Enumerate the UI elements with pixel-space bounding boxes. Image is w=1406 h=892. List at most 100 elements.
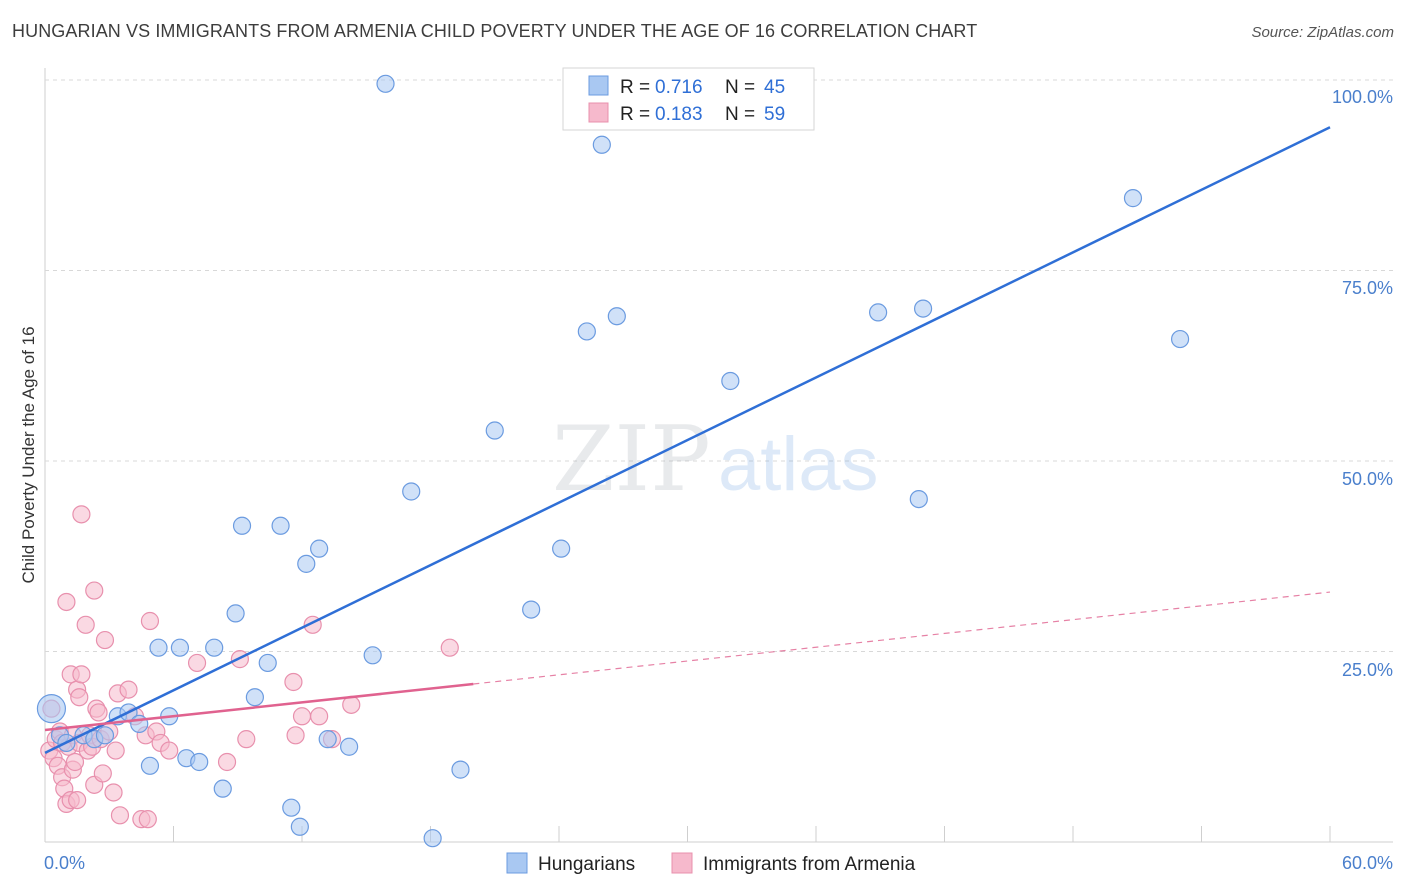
hungarians-point bbox=[1123, 189, 1143, 208]
hungarians-point bbox=[271, 516, 290, 535]
y-tick-100: 100.0% bbox=[1332, 87, 1393, 107]
hungarians-point bbox=[140, 756, 160, 775]
legend-r-value-1: 0.716 bbox=[655, 77, 703, 98]
legend-n-label-1: N = bbox=[725, 77, 755, 98]
armenia-point bbox=[138, 810, 157, 829]
armenia-point bbox=[237, 730, 256, 749]
hungarians-point bbox=[149, 638, 168, 657]
hungarians-point bbox=[485, 421, 504, 440]
hungarians-point bbox=[913, 299, 933, 318]
hungarians-point bbox=[310, 539, 329, 558]
series-armenia-points bbox=[40, 505, 459, 829]
hungarians-point bbox=[577, 322, 596, 341]
trend-lines bbox=[44, 126, 1331, 754]
armenia-point bbox=[70, 688, 89, 707]
hungarians-point bbox=[258, 653, 277, 673]
hungarians-point bbox=[205, 638, 224, 657]
gridlines bbox=[45, 79, 1393, 652]
hungarians-point bbox=[95, 726, 115, 745]
bottom-legend-armenia: Immigrants from Armenia bbox=[703, 854, 916, 875]
hungarians-point bbox=[318, 730, 337, 749]
legend-n-value-1: 45 bbox=[764, 77, 785, 98]
x-minor-ticks bbox=[173, 826, 1331, 842]
hungarians-point bbox=[869, 303, 888, 322]
legend-r-label-2: R = bbox=[620, 104, 650, 125]
hungarians-point bbox=[130, 714, 149, 733]
hungarians-point bbox=[340, 737, 359, 756]
bottom-legend-hungarians: Hungarians bbox=[538, 854, 635, 875]
hungarians-point bbox=[402, 482, 421, 501]
hungarians-point bbox=[226, 604, 245, 623]
bottom-legend-swatch-armenia bbox=[671, 852, 693, 874]
y-tick-50: 50.0% bbox=[1342, 469, 1393, 489]
hungarians-point bbox=[282, 798, 301, 817]
armenia-point bbox=[440, 638, 459, 657]
hungarians-point bbox=[297, 554, 316, 573]
hungarians-point bbox=[170, 638, 190, 657]
series-hungarians-points bbox=[36, 74, 1190, 848]
hungarians-point bbox=[363, 646, 382, 665]
armenia-trend-line-solid bbox=[44, 682, 474, 732]
armenia-point bbox=[65, 752, 85, 772]
armenia-point bbox=[292, 707, 312, 726]
armenia-point bbox=[95, 630, 115, 650]
hungarians-point bbox=[592, 135, 611, 154]
hungarians-point bbox=[1170, 329, 1190, 349]
x-tick-60: 60.0% bbox=[1342, 853, 1393, 873]
series-legend: Hungarians Immigrants from Armenia bbox=[506, 852, 916, 875]
legend-swatch-hungarians bbox=[588, 75, 609, 96]
x-tick-0: 0.0% bbox=[44, 853, 85, 873]
hungarians-point bbox=[376, 74, 395, 93]
watermark: ZIP atlas bbox=[552, 407, 879, 512]
legend-r-value-2: 0.183 bbox=[655, 104, 703, 125]
legend-swatch-armenia bbox=[588, 102, 609, 123]
source-label: Source: ZipAtlas.com bbox=[1251, 24, 1394, 41]
hungarians-point bbox=[522, 600, 541, 619]
y-axis-label: Child Poverty Under the Age of 16 bbox=[19, 326, 38, 583]
armenia-point bbox=[89, 703, 108, 722]
armenia-point bbox=[76, 615, 95, 634]
hungarians-point bbox=[721, 371, 740, 391]
armenia-point bbox=[140, 611, 160, 631]
hungarians-point bbox=[607, 307, 626, 326]
armenia-point bbox=[160, 741, 179, 760]
armenia-point bbox=[85, 581, 104, 600]
hungarians-point bbox=[451, 760, 470, 779]
armenia-point bbox=[57, 592, 76, 612]
hungarians-point bbox=[245, 688, 264, 707]
y-tick-25: 25.0% bbox=[1342, 660, 1393, 680]
hungarians-point bbox=[190, 752, 209, 772]
watermark-atlas: atlas bbox=[718, 422, 879, 507]
legend-n-label-2: N = bbox=[725, 104, 755, 125]
hungarians-point bbox=[909, 490, 928, 509]
armenia-trend-line-dashed bbox=[473, 591, 1331, 685]
armenia-point bbox=[104, 783, 123, 802]
armenia-point bbox=[286, 726, 305, 745]
hungarians-trend-line bbox=[44, 126, 1331, 754]
armenia-point bbox=[310, 707, 329, 726]
legend-n-value-2: 59 bbox=[764, 104, 785, 125]
watermark-zip: ZIP bbox=[552, 407, 711, 512]
correlation-legend: R = 0.716 N = 45 R = 0.183 N = 59 bbox=[562, 67, 815, 131]
armenia-point bbox=[187, 653, 207, 673]
hungarians-point bbox=[232, 516, 252, 535]
armenia-point bbox=[93, 764, 112, 783]
armenia-point bbox=[68, 790, 87, 810]
y-tick-75: 75.0% bbox=[1342, 278, 1393, 298]
legend-r-label-1: R = bbox=[620, 77, 650, 98]
hungarians-point bbox=[423, 829, 442, 848]
armenia-point bbox=[72, 665, 91, 684]
hungarians-point bbox=[290, 817, 309, 836]
armenia-point bbox=[119, 680, 138, 699]
armenia-point bbox=[284, 672, 303, 692]
hungarians-point bbox=[552, 539, 571, 558]
armenia-point bbox=[106, 741, 125, 760]
hungarians-point bbox=[36, 694, 67, 724]
armenia-point bbox=[72, 505, 91, 524]
chart-title: HUNGARIAN VS IMMIGRANTS FROM ARMENIA CHI… bbox=[12, 21, 978, 41]
bottom-legend-swatch-hungarians bbox=[506, 852, 528, 874]
armenia-point bbox=[217, 752, 237, 772]
hungarians-point bbox=[213, 779, 232, 798]
armenia-point bbox=[110, 806, 130, 825]
